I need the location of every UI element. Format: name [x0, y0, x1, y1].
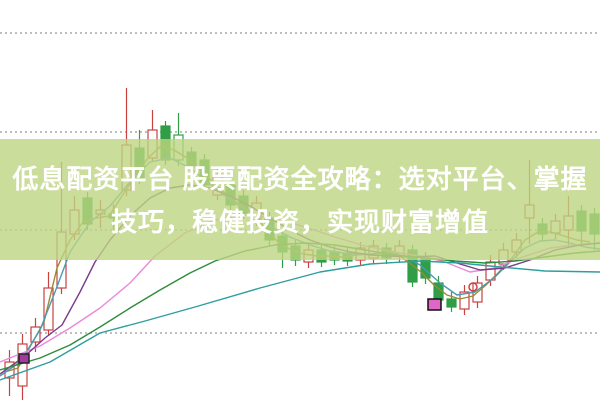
headline: 低息配资平台 股票配资全攻略：选对平台、掌握 技巧，稳健投资，实现财富增值 [0, 158, 600, 244]
headline-band [0, 139, 600, 260]
headline-line-1: 低息配资平台 股票配资全攻略：选对平台、掌握 [12, 164, 588, 194]
purple-flag-marker [18, 353, 30, 364]
red-pin-marker [468, 282, 478, 292]
candle-body [30, 326, 41, 343]
headline-line-2: 技巧，稳健投资，实现财富增值 [110, 207, 489, 237]
ma-teal-long-line [0, 260, 600, 381]
black-flag-marker [427, 298, 442, 311]
candle-body [446, 298, 457, 308]
candle-body [459, 291, 470, 310]
